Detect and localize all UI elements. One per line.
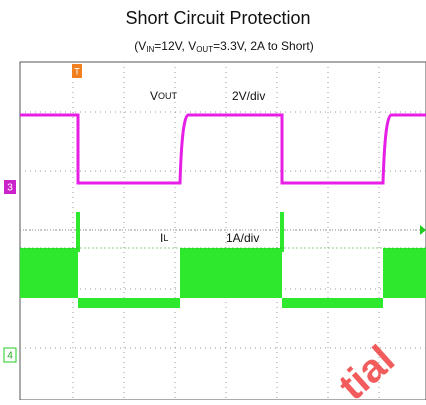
- ch4-number: 4: [7, 351, 13, 362]
- subtitle-part: (V: [134, 39, 146, 53]
- vout-trace: [20, 113, 426, 185]
- il-label: IL: [160, 231, 168, 245]
- ch4-marker: [3, 347, 17, 363]
- subtitle: (VIN=12V, VOUT=3.3V, 2A to Short): [134, 39, 313, 54]
- vout-label: VOUT: [150, 89, 178, 103]
- subtitle-part: OUT: [196, 45, 213, 54]
- il-trace: [20, 212, 426, 308]
- scope-screen: 3 4 T VOUT 2V/div IL 1A/div tial: [3, 61, 426, 405]
- trigger-marker: [72, 64, 82, 78]
- subtitle-part: =12V, V: [154, 39, 196, 53]
- subtitle-part: IN: [146, 45, 154, 54]
- il-scale: 1A/div: [226, 231, 259, 245]
- ch3-number: 3: [7, 183, 13, 194]
- title: Short Circuit Protection: [125, 8, 310, 28]
- ch3-marker: [4, 180, 16, 194]
- trigger-letter: T: [74, 66, 80, 76]
- trigger-level: [420, 225, 426, 235]
- subtitle-part: =3.3V, 2A to Short): [213, 39, 314, 53]
- vout-scale: 2V/div: [232, 89, 265, 103]
